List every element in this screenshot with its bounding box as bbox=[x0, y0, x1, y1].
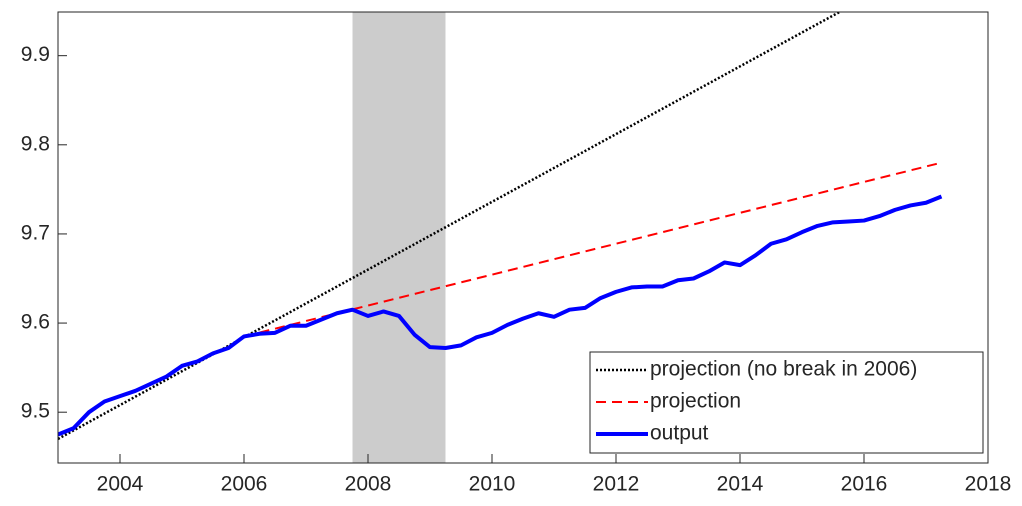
y-tick-label: 9.7 bbox=[21, 221, 50, 244]
axes-box bbox=[57, 11, 989, 464]
series-line bbox=[243, 161, 942, 338]
series-line bbox=[58, 194, 943, 437]
legend-label: projection bbox=[650, 390, 741, 413]
legend-box bbox=[589, 351, 984, 454]
y-tick-label: 9.6 bbox=[21, 311, 50, 334]
x-tick-label: 2004 bbox=[97, 473, 144, 496]
x-tick-label: 2008 bbox=[345, 473, 392, 496]
x-tick-label: 2018 bbox=[965, 473, 1012, 496]
x-tick-label: 2014 bbox=[717, 473, 764, 496]
plot-lines bbox=[58, 12, 943, 441]
shaded-period bbox=[352, 12, 446, 463]
x-tick-label: 2016 bbox=[841, 473, 888, 496]
x-tick-label: 2006 bbox=[221, 473, 268, 496]
y-tick-label: 9.8 bbox=[21, 132, 50, 155]
y-tick-label: 9.5 bbox=[21, 400, 50, 423]
legend-label: projection (no break in 2006) bbox=[650, 358, 917, 381]
x-tick-label: 2012 bbox=[593, 473, 640, 496]
y-tick-label: 9.9 bbox=[21, 43, 50, 66]
x-tick-label: 2010 bbox=[469, 473, 516, 496]
legend-label: output bbox=[650, 422, 709, 445]
